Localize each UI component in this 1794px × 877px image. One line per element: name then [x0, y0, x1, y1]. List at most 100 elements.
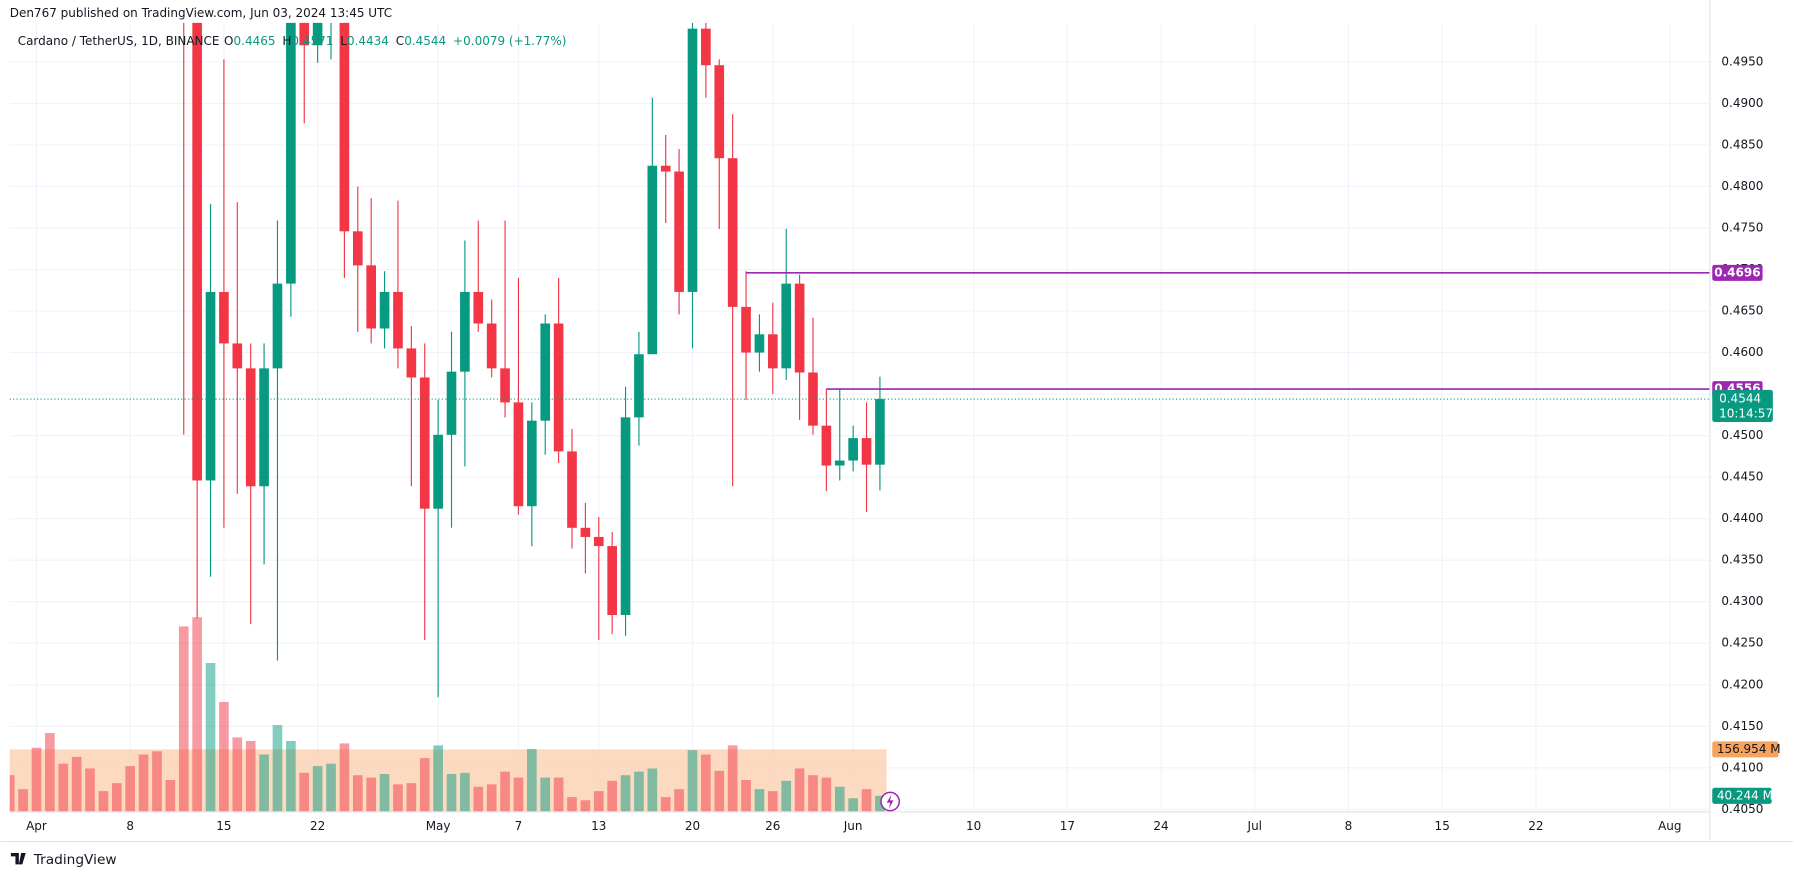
- volume-bar: [500, 771, 510, 812]
- candle-body: [861, 438, 872, 465]
- volume-bar: [767, 791, 778, 812]
- volume-bar: [419, 758, 430, 812]
- volume-bar: [674, 789, 684, 812]
- y-tick-label: 0.4300: [1721, 594, 1763, 608]
- candle-body: [232, 343, 243, 369]
- y-tick-label: 0.4950: [1721, 54, 1763, 68]
- volume-ma-area: [9, 749, 887, 812]
- flash-glyph: [886, 794, 894, 809]
- y-tick-label: 0.4350: [1721, 553, 1763, 567]
- volume-bar: [486, 784, 497, 812]
- volume-ma-label: 156.954 M: [1717, 742, 1781, 756]
- logo: [10, 852, 26, 865]
- candle-body: [834, 460, 845, 466]
- ohlc-label: C: [396, 34, 404, 48]
- volume-bar: [781, 780, 792, 812]
- volume-bar: [312, 766, 323, 812]
- volume-ma-label-bg: [1712, 741, 1779, 758]
- candle-body: [781, 283, 792, 369]
- x-tick-label: 7: [515, 819, 523, 833]
- y-tick-label: 0.4450: [1721, 470, 1763, 484]
- candle-body: [794, 283, 805, 373]
- y-tick-label: 0.4900: [1721, 96, 1763, 110]
- y-tick-label: 0.4150: [1721, 719, 1763, 733]
- candle-body: [607, 546, 617, 616]
- candle-body: [245, 368, 256, 487]
- candle-body: [259, 368, 269, 487]
- candle-body: [339, 22, 350, 232]
- volume-bar: [259, 754, 269, 812]
- candle-body: [366, 265, 377, 329]
- candle-body: [714, 65, 725, 159]
- volume-bar: [18, 789, 28, 812]
- volume-bar: [593, 791, 604, 812]
- candle-body: [352, 231, 363, 266]
- x-tick-label: Jun: [843, 819, 863, 833]
- volume-bar: [379, 774, 390, 812]
- x-tick-label: 22: [1528, 819, 1543, 833]
- last-price-label: 0.4544: [1719, 392, 1761, 406]
- candle-body: [379, 291, 390, 329]
- volume-bar: [848, 798, 858, 812]
- volume-bar: [620, 775, 631, 812]
- candle-body: [754, 334, 765, 353]
- candle-body: [393, 291, 403, 349]
- volume-bar: [71, 756, 82, 812]
- volume-bar: [473, 786, 484, 812]
- y-tick-label: 0.4050: [1721, 802, 1763, 816]
- y-tick-label: 0.4500: [1721, 428, 1763, 442]
- volume-bar: [834, 786, 845, 812]
- x-tick-label: 8: [126, 819, 134, 833]
- volume-pane: [9, 617, 887, 812]
- candle-body: [647, 165, 658, 355]
- candle-body: [473, 291, 484, 324]
- candle-body: [486, 323, 497, 369]
- volume-bar: [9, 775, 15, 812]
- volume-bar: [406, 783, 417, 812]
- candle-body: [674, 171, 684, 292]
- y-tick-label: 0.4750: [1721, 220, 1763, 234]
- volume-bar: [393, 784, 403, 812]
- volume-bar: [326, 763, 336, 812]
- candle-body: [527, 420, 537, 507]
- volume-bar: [580, 800, 591, 812]
- candle-body: [433, 434, 443, 509]
- y-tick-label: 0.4200: [1721, 677, 1763, 691]
- candles: [183, 22, 885, 698]
- volume-bar: [433, 745, 443, 812]
- level-label: 0.4696: [1714, 265, 1760, 279]
- volume-last-label-bg: [1712, 787, 1772, 804]
- x-tick-label: Aug: [1658, 819, 1681, 833]
- volume-bar: [138, 754, 149, 812]
- ohlc-value: 0.4465: [234, 34, 276, 48]
- candle-body: [286, 22, 296, 284]
- x-tick-label: 17: [1060, 819, 1075, 833]
- candle-body: [205, 291, 216, 481]
- volume-bar: [875, 795, 885, 812]
- volume-bar: [513, 777, 524, 812]
- volume-bar: [352, 775, 363, 812]
- ohlc-value: 0.4434: [347, 34, 389, 48]
- volume-bar: [232, 737, 243, 812]
- volume-bar: [45, 733, 55, 812]
- volume-bar: [178, 626, 189, 812]
- candle-body: [727, 158, 738, 307]
- volume-bar: [152, 751, 162, 812]
- volume-bar: [540, 777, 551, 812]
- volume-bar: [794, 768, 805, 812]
- x-tick-label: 26: [765, 819, 780, 833]
- published-note: Den767 published on TradingView.com, Jun…: [10, 6, 392, 20]
- candle-body: [593, 536, 604, 547]
- volume-bar: [272, 725, 283, 812]
- volume-bar: [527, 748, 537, 812]
- x-tick-label: 15: [1435, 819, 1450, 833]
- legend: Cardano / TetherUS, 1D, BINANCE O0.4465 H0…: [18, 34, 567, 48]
- candle-body: [875, 399, 885, 465]
- volume-bar: [58, 763, 69, 812]
- volume-bar: [219, 702, 229, 812]
- candle-body: [687, 28, 698, 292]
- candle-body: [767, 334, 778, 369]
- candle-body: [406, 348, 417, 378]
- y-tick-label: 0.4400: [1721, 511, 1763, 525]
